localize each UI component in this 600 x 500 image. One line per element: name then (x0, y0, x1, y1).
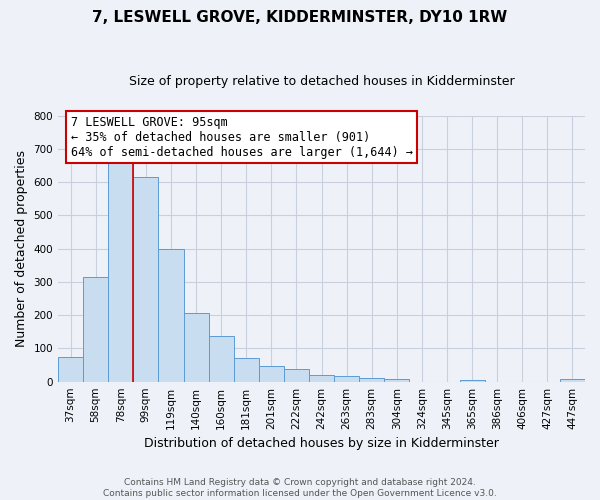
Bar (259, 366, 284, 382)
Bar (560, 380, 585, 382)
Bar (83, 277, 108, 382)
Bar (284, 370, 309, 382)
Text: Contains HM Land Registry data © Crown copyright and database right 2024.
Contai: Contains HM Land Registry data © Crown c… (103, 478, 497, 498)
X-axis label: Distribution of detached houses by size in Kidderminster: Distribution of detached houses by size … (144, 437, 499, 450)
Bar (158, 248, 184, 382)
Y-axis label: Number of detached properties: Number of detached properties (15, 150, 28, 347)
Bar (108, 160, 133, 382)
Bar (384, 380, 409, 382)
Bar (184, 313, 209, 382)
Text: 7, LESWELL GROVE, KIDDERMINSTER, DY10 1RW: 7, LESWELL GROVE, KIDDERMINSTER, DY10 1R… (92, 10, 508, 25)
Bar (334, 376, 359, 382)
Text: 7 LESWELL GROVE: 95sqm
← 35% of detached houses are smaller (901)
64% of semi-de: 7 LESWELL GROVE: 95sqm ← 35% of detached… (71, 116, 413, 158)
Bar (309, 375, 334, 382)
Bar (460, 380, 485, 382)
Bar (58, 356, 83, 382)
Bar (359, 378, 384, 382)
Bar (209, 336, 233, 382)
Title: Size of property relative to detached houses in Kidderminster: Size of property relative to detached ho… (129, 75, 514, 88)
Bar (133, 177, 158, 382)
Bar (233, 358, 259, 382)
